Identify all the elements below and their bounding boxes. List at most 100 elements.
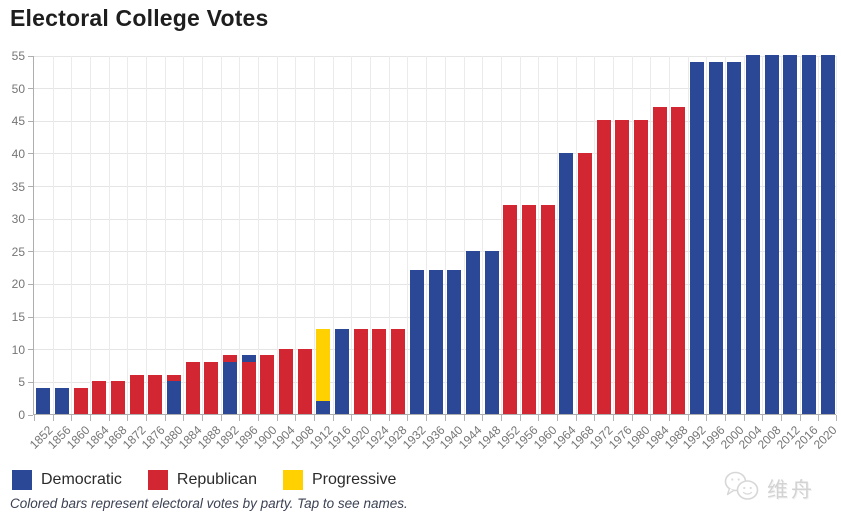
y-axis-label-0: 0 <box>18 408 25 422</box>
bar-1924[interactable] <box>372 329 387 414</box>
x-tick-0 <box>34 415 35 421</box>
bar-1868[interactable] <box>111 381 126 414</box>
bar-1944[interactable] <box>465 250 480 414</box>
bar-1908[interactable] <box>297 348 312 414</box>
bar-1948[interactable] <box>484 250 499 414</box>
bar-1876[interactable] <box>148 374 163 414</box>
y-axis-label-45: 45 <box>11 114 25 129</box>
y-tick-25 <box>28 251 33 253</box>
gridline-x-25 <box>500 56 502 414</box>
x-tick-3 <box>90 415 92 421</box>
bar-2004[interactable] <box>745 55 760 414</box>
x-axis-label-1968: 1968 <box>568 423 597 452</box>
y-tick-20 <box>28 283 33 285</box>
bar-1860-republican-segment <box>73 387 88 414</box>
bar-1952[interactable] <box>503 205 518 414</box>
x-tick-34 <box>668 415 670 421</box>
bar-1964[interactable] <box>559 152 574 414</box>
plot-area <box>28 55 837 421</box>
bar-1964-democratic-segment <box>559 152 574 414</box>
gridline-x-43 <box>836 56 837 414</box>
bar-1992[interactable] <box>689 61 704 414</box>
bar-1880[interactable] <box>167 374 182 414</box>
bar-1972[interactable] <box>596 120 611 414</box>
bar-1988[interactable] <box>671 107 686 414</box>
x-tick-22 <box>444 415 446 421</box>
bar-1860[interactable] <box>73 387 88 414</box>
gridline-y-40 <box>34 153 836 155</box>
bar-2016-democratic-segment <box>801 55 816 414</box>
bar-1872[interactable] <box>129 374 144 414</box>
x-tick-17 <box>351 415 353 421</box>
gridline-x-42 <box>818 56 820 414</box>
x-tick-1 <box>52 415 54 421</box>
bar-2020[interactable] <box>820 55 835 414</box>
gridline-x-26 <box>519 56 521 414</box>
bar-1976[interactable] <box>615 120 630 414</box>
bar-1980-republican-segment <box>633 120 648 414</box>
bar-1900[interactable] <box>260 355 275 414</box>
gridline-x-33 <box>650 56 652 414</box>
bar-2000-democratic-segment <box>727 61 742 414</box>
bar-1916[interactable] <box>335 329 350 414</box>
bar-1996[interactable] <box>708 61 723 414</box>
gridline-x-23 <box>463 56 465 414</box>
bar-1968[interactable] <box>577 152 592 414</box>
bar-1916-democratic-segment <box>335 329 350 414</box>
x-axis-label-1856: 1856 <box>45 423 74 452</box>
bar-1936-democratic-segment <box>428 270 443 414</box>
bar-1920[interactable] <box>353 329 368 414</box>
bar-2000[interactable] <box>727 61 742 414</box>
bar-2008[interactable] <box>764 55 779 414</box>
gridline-y-55 <box>34 55 836 57</box>
x-tick-40 <box>780 415 782 421</box>
bar-2012-democratic-segment <box>783 55 798 414</box>
bar-1936[interactable] <box>428 270 443 414</box>
bar-1940[interactable] <box>447 270 462 414</box>
bar-1972-republican-segment <box>596 120 611 414</box>
bar-1904[interactable] <box>279 348 294 414</box>
x-tick-31 <box>612 415 614 421</box>
bar-1988-republican-segment <box>671 107 686 414</box>
legend-label-democratic: Democratic <box>41 471 122 488</box>
bar-1912-democratic-segment <box>316 400 331 414</box>
bar-1888[interactable] <box>204 361 219 414</box>
bar-1856[interactable] <box>55 387 69 414</box>
x-axis-label-1932: 1932 <box>399 423 429 452</box>
bar-1896-republican-segment <box>241 361 256 414</box>
bar-1980[interactable] <box>633 120 648 414</box>
bar-1984[interactable] <box>652 107 667 414</box>
y-axis-label-20: 20 <box>11 277 25 292</box>
gridline-x-3 <box>90 56 92 414</box>
bar-2012[interactable] <box>783 55 798 414</box>
gridline-x-13 <box>276 56 278 414</box>
bar-2020-democratic-segment <box>820 55 835 414</box>
bar-1928[interactable] <box>391 329 406 414</box>
bar-1896-democratic-segment <box>241 355 256 362</box>
x-axis-label-2012: 2012 <box>773 423 803 452</box>
watermark: 维舟 <box>723 470 815 508</box>
bar-1864[interactable] <box>92 381 107 414</box>
bar-1932[interactable] <box>409 270 424 414</box>
bar-1852[interactable] <box>36 387 51 414</box>
bar-1976-republican-segment <box>615 120 630 414</box>
x-tick-41 <box>799 415 801 421</box>
gridline-x-6 <box>146 56 148 414</box>
bar-1904-republican-segment <box>279 348 294 414</box>
bar-1960[interactable] <box>540 205 555 414</box>
bar-2016[interactable] <box>801 55 816 414</box>
gridline-x-18 <box>370 56 372 414</box>
x-tick-4 <box>108 415 110 421</box>
gridline-x-28 <box>556 56 558 414</box>
bar-1912[interactable] <box>316 329 331 414</box>
bar-1892[interactable] <box>223 355 238 414</box>
bar-1884[interactable] <box>185 361 200 414</box>
bar-1956[interactable] <box>521 205 536 414</box>
gridline-x-32 <box>631 56 633 414</box>
x-axis-label-1916: 1916 <box>325 423 355 452</box>
gridline-y-50 <box>34 88 836 90</box>
bar-1896[interactable] <box>241 355 256 414</box>
footnote: Colored bars represent electoral votes b… <box>10 496 408 511</box>
x-axis-label-1880: 1880 <box>157 423 186 452</box>
y-tick-0 <box>28 414 33 416</box>
